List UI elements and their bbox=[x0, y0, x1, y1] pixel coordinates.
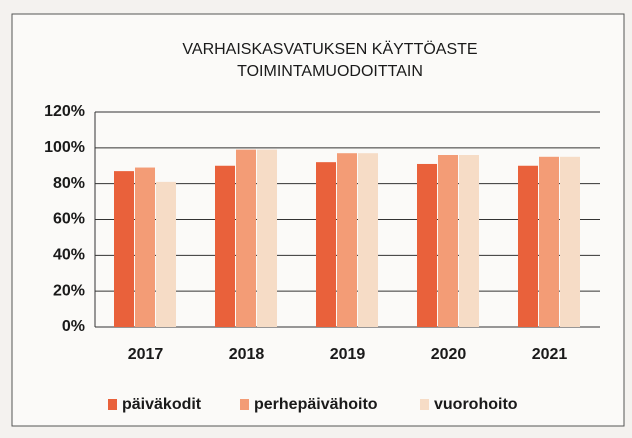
y-tick-label: 100% bbox=[44, 139, 85, 156]
bar bbox=[257, 149, 277, 327]
y-tick-label: 0% bbox=[62, 318, 85, 335]
x-tick-label: 2019 bbox=[330, 346, 366, 363]
legend-swatch bbox=[108, 399, 117, 410]
chart-title: TOIMINTAMUODOITTAIN bbox=[237, 63, 423, 80]
x-tick-label: 2021 bbox=[532, 346, 568, 363]
y-tick-label: 60% bbox=[53, 211, 85, 228]
bar bbox=[236, 149, 256, 327]
y-tick-label: 80% bbox=[53, 175, 85, 192]
bar bbox=[156, 181, 176, 327]
y-tick-label: 120% bbox=[44, 103, 85, 120]
bar bbox=[316, 162, 336, 327]
y-tick-label: 40% bbox=[53, 247, 85, 264]
bar bbox=[358, 153, 378, 327]
bar bbox=[560, 156, 580, 327]
bar bbox=[417, 163, 437, 327]
bar bbox=[539, 156, 559, 327]
legend-label: vuorohoito bbox=[434, 396, 518, 413]
bar bbox=[337, 153, 357, 327]
legend-label: perhepäivähoito bbox=[254, 396, 378, 413]
bar bbox=[215, 165, 235, 327]
x-tick-label: 2017 bbox=[128, 346, 164, 363]
y-tick-label: 20% bbox=[53, 282, 85, 299]
legend-swatch bbox=[240, 399, 249, 410]
x-tick-label: 2018 bbox=[229, 346, 265, 363]
bar bbox=[438, 155, 458, 327]
legend-swatch bbox=[420, 399, 429, 410]
x-tick-label: 2020 bbox=[431, 346, 467, 363]
bar bbox=[135, 167, 155, 327]
bar bbox=[114, 171, 134, 327]
bar bbox=[518, 165, 538, 327]
chart-title: VARHAISKASVATUKSEN KÄYTTÖASTE bbox=[182, 40, 477, 58]
bar bbox=[459, 155, 479, 327]
legend-label: päiväkodit bbox=[122, 396, 202, 413]
